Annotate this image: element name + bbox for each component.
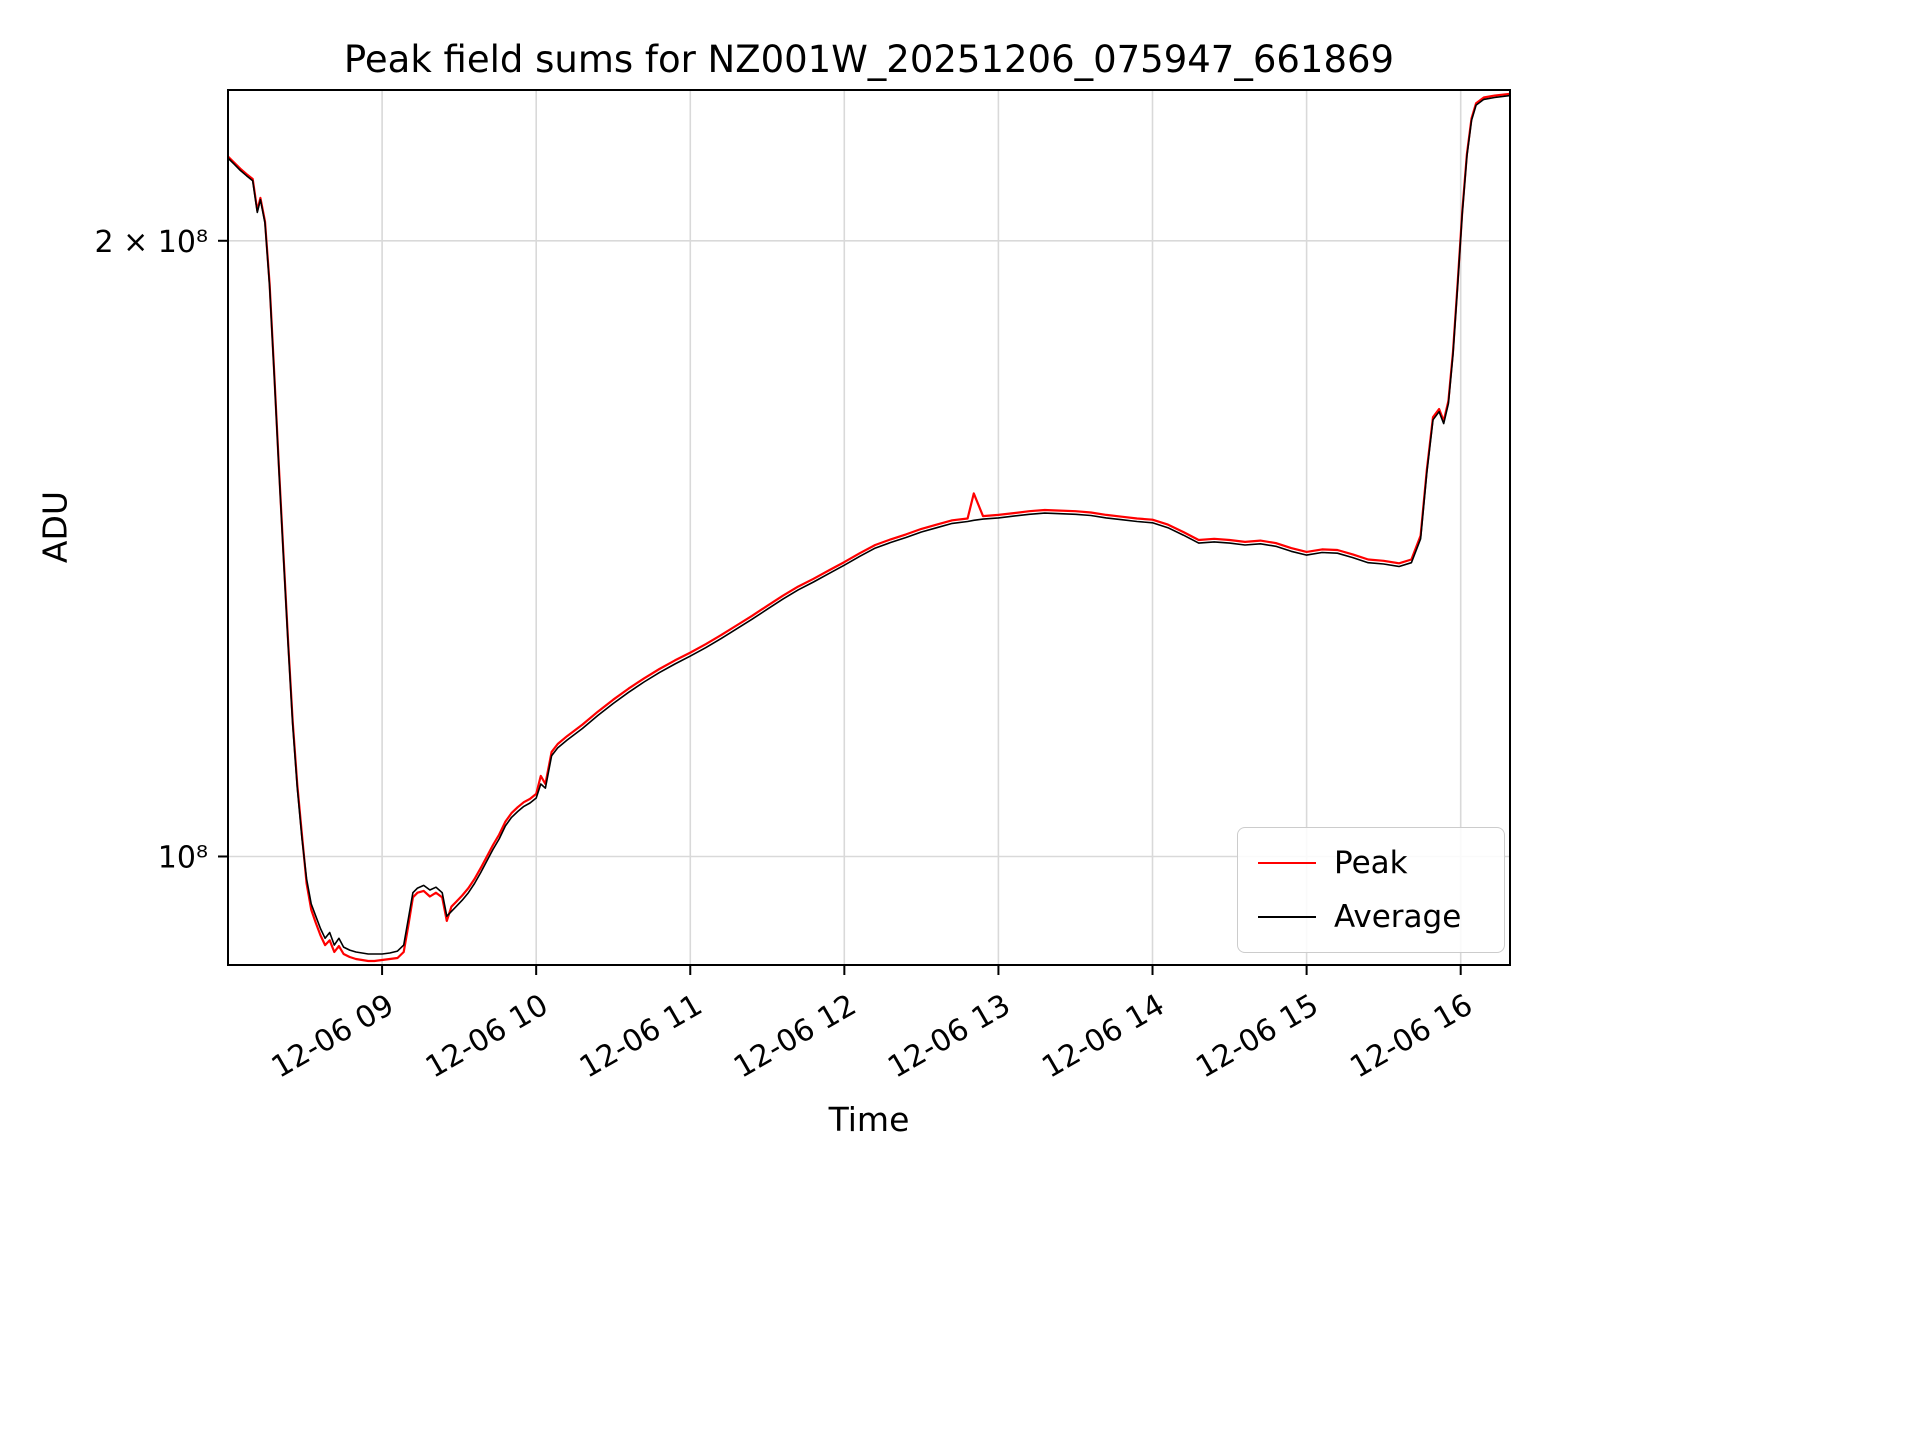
x-tick-label: 12-06 09 bbox=[266, 988, 400, 1086]
x-tick-label: 12-06 12 bbox=[728, 988, 862, 1086]
x-tick-label: 12-06 10 bbox=[420, 988, 554, 1086]
axes-frame bbox=[227, 89, 1511, 966]
series-line-peak bbox=[228, 92, 1510, 963]
x-tick-label: 12-06 13 bbox=[882, 988, 1016, 1086]
series-line-average bbox=[228, 94, 1510, 955]
y-axis-label: ADU bbox=[35, 490, 75, 564]
legend-line-sample-peak bbox=[1258, 862, 1316, 864]
x-tick-label: 12-06 11 bbox=[574, 988, 708, 1086]
x-tick-label: 12-06 14 bbox=[1036, 988, 1170, 1086]
x-axis-label: Time bbox=[828, 1100, 910, 1139]
y-tick-label: 10⁸ bbox=[158, 840, 208, 875]
chart-title: Peak field sums for NZ001W_20251206_0759… bbox=[343, 38, 1395, 81]
legend-label-average: Average bbox=[1334, 899, 1462, 935]
legend-line-sample-average bbox=[1258, 916, 1316, 918]
legend: Peak Average bbox=[1237, 827, 1505, 953]
legend-label-peak: Peak bbox=[1334, 845, 1408, 881]
legend-item-average: Average bbox=[1258, 898, 1484, 936]
legend-item-peak: Peak bbox=[1258, 844, 1484, 882]
y-tick-label: 2 × 10⁸ bbox=[95, 225, 209, 260]
x-tick-label: 12-06 16 bbox=[1344, 988, 1478, 1086]
x-tick-label: 12-06 15 bbox=[1190, 988, 1324, 1086]
